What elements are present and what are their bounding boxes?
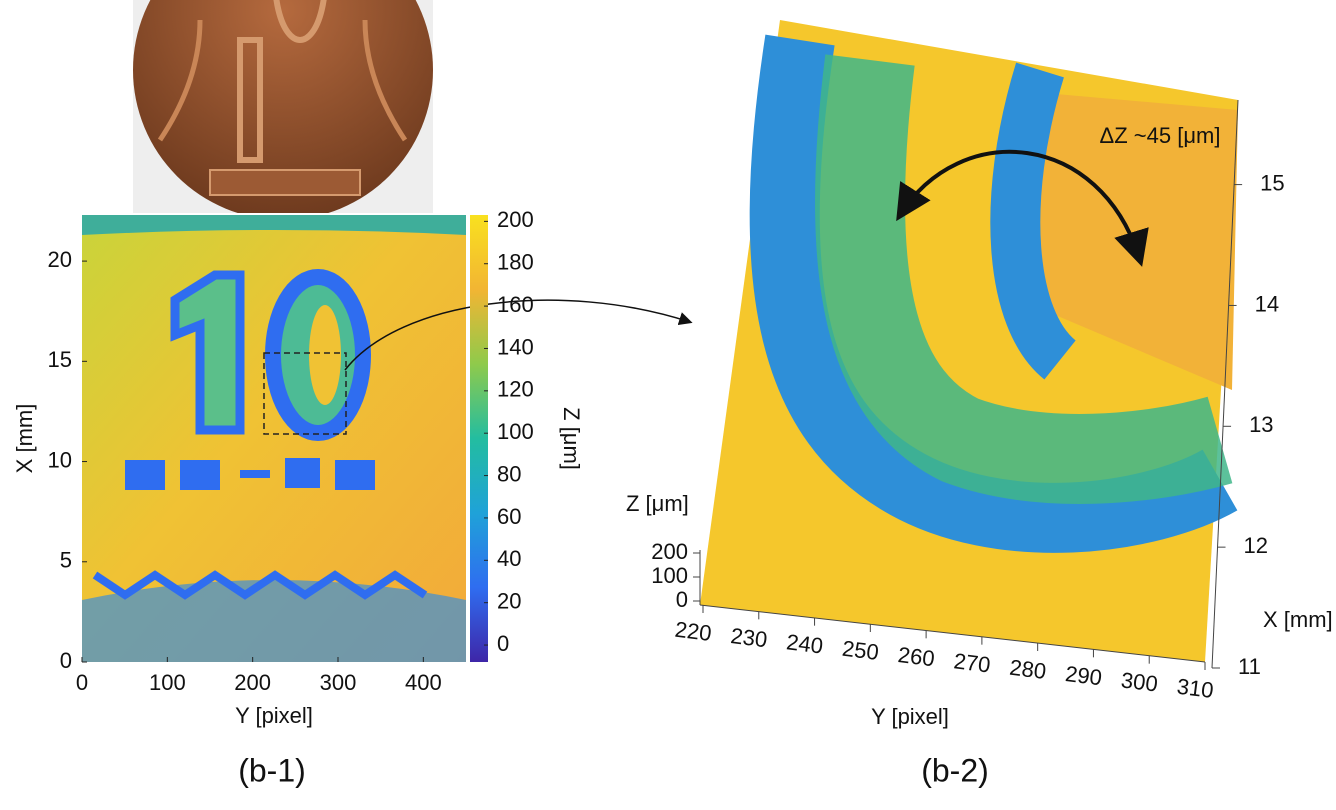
colorbar-tick-label: 140 [497, 334, 534, 359]
x-tick-label: 280 [1008, 655, 1047, 684]
z-tick-label: 0 [676, 587, 688, 612]
surface-image [700, 20, 1238, 668]
colorbar-tick-label: 20 [497, 588, 521, 613]
x-tick-label: 400 [405, 670, 442, 695]
coin-photo [133, 0, 433, 220]
x-tick-label: 0 [76, 670, 88, 695]
y-tick-label: 0 [60, 648, 72, 673]
y-tick-label: 15 [48, 347, 72, 372]
colorbar-tick-label: 40 [497, 546, 521, 571]
x-tick-label: 230 [729, 623, 768, 652]
y-tick-label: 20 [48, 247, 72, 272]
x-axis-label: Y [pixel] [871, 704, 949, 729]
x-tick-label: 270 [952, 648, 991, 677]
y-axis-label: X [mm] [1263, 607, 1333, 632]
x-tick-label: 310 [1175, 674, 1214, 703]
x-tick-label: 100 [149, 670, 186, 695]
caption: (b-2) [921, 752, 989, 788]
x-tick-label: 300 [1120, 667, 1159, 696]
z-tick-label: 200 [651, 539, 688, 564]
colorbar-tick-label: 200 [497, 207, 534, 232]
colorbar-tick-label: 80 [497, 461, 521, 486]
y-tick-label: 14 [1255, 291, 1279, 316]
colorbar-tick-label: 160 [497, 292, 534, 317]
colorbar-tick-label: 60 [497, 504, 521, 529]
z-tick-label: 100 [651, 563, 688, 588]
x-axis-label: Y [pixel] [235, 703, 313, 728]
annotation: ΔZ ~45 [μm] [1100, 123, 1221, 148]
z-axis-label: Z [μm] [626, 491, 689, 516]
colorbar-tick-label: 120 [497, 377, 534, 402]
y-tick-label: 15 [1260, 170, 1284, 195]
y-tick-label: 12 [1244, 533, 1268, 558]
x-tick-label: 290 [1064, 661, 1103, 690]
y-tick-label: 11 [1238, 654, 1261, 679]
x-tick-label: 260 [897, 642, 936, 671]
x-tick-label: 240 [785, 629, 824, 658]
heatmap-image [82, 215, 690, 662]
y-tick-label: 13 [1249, 412, 1273, 437]
colorbar-tick-label: 100 [497, 419, 534, 444]
figure: ΔZ ~45 [μm] 010020030040005101520Y [pixe… [0, 0, 1336, 805]
y-tick-label: 5 [60, 548, 72, 573]
colorbar-label: Z [μm] [559, 407, 584, 470]
x-tick-label: 300 [320, 670, 357, 695]
colorbar-tick-label: 180 [497, 250, 534, 275]
colorbar-tick-label: 0 [497, 631, 509, 656]
x-tick-label: 220 [673, 617, 712, 646]
x-tick-label: 200 [234, 670, 271, 695]
y-tick-label: 10 [48, 447, 72, 472]
y-axis-label: X [mm] [12, 404, 37, 474]
x-tick-label: 250 [841, 636, 880, 665]
caption: (b-1) [238, 752, 306, 788]
colorbar [470, 215, 488, 662]
